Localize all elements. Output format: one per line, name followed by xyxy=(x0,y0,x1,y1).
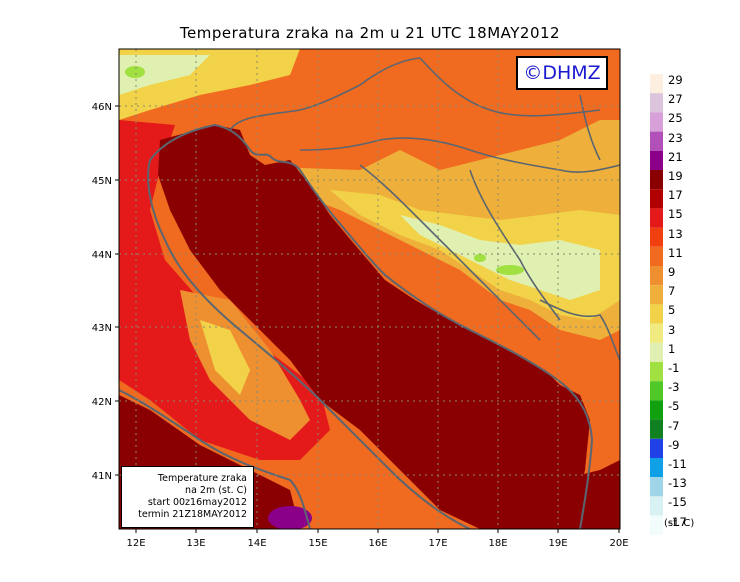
cold-spot xyxy=(474,254,486,262)
colorbar-swatch xyxy=(650,304,663,324)
lat-label: 45N xyxy=(92,176,112,187)
colorbar-swatch xyxy=(650,400,663,420)
colorbar-swatch xyxy=(650,266,663,286)
colorbar-label: -15 xyxy=(668,495,687,510)
colorbar-label: 29 xyxy=(668,73,683,87)
lon-label: 18E xyxy=(488,538,507,549)
colorbar-swatch xyxy=(650,515,663,535)
colorbar-swatch xyxy=(650,458,663,478)
colorbar-label: 11 xyxy=(668,245,683,260)
colorbar-label: -11 xyxy=(668,457,687,471)
lon-label: 14E xyxy=(247,538,266,549)
colorbar-label: 1 xyxy=(668,341,676,356)
colorbar-swatch xyxy=(650,496,663,516)
alpine-cold-zone xyxy=(119,55,210,95)
colorbar-swatch xyxy=(650,189,663,209)
colorbar-label: 5 xyxy=(668,303,676,318)
dhmz-logo: ©DHMZ xyxy=(516,56,608,90)
coastlines xyxy=(119,123,594,529)
colorbar-swatch xyxy=(650,93,663,113)
colorbar-swatch xyxy=(650,170,663,190)
country-borders xyxy=(229,57,620,361)
colorbar-label: 3 xyxy=(668,322,676,337)
lon-label: 12E xyxy=(126,538,145,549)
colorbar-swatch xyxy=(650,477,663,497)
colorbar-swatch xyxy=(650,227,663,247)
colorbar-swatch xyxy=(650,381,663,401)
colorbar-label: -13 xyxy=(668,476,687,491)
colorbar-swatch xyxy=(650,419,663,439)
colorbar-swatch xyxy=(650,438,663,458)
colorbar-label: 7 xyxy=(668,284,676,299)
adriatic-sea-field xyxy=(158,125,590,529)
graticule xyxy=(119,49,620,529)
info-line: termin 21Z18MAY2012 xyxy=(138,509,247,520)
warm-spot xyxy=(268,506,312,529)
lat-label: 43N xyxy=(92,323,112,334)
colorbar-label: -17 xyxy=(668,514,687,529)
map-title: Temperatura zraka na 2m u 21 UTC 18MAY20… xyxy=(179,24,561,42)
lat-label: 46N xyxy=(92,102,112,113)
colorbar-label: -7 xyxy=(668,418,680,433)
colorbar-label: 23 xyxy=(668,130,683,145)
colorbar-label: 15 xyxy=(668,207,683,222)
latitude-labels: 46N 45N 44N 43N 42N 41N xyxy=(92,102,112,482)
colorbar-label: 9 xyxy=(668,265,676,279)
colorbar-label: 27 xyxy=(668,92,683,107)
colorbar-swatch xyxy=(650,362,663,382)
colorbar-label: 17 xyxy=(668,188,683,203)
colorbar-label: 25 xyxy=(668,111,683,126)
colorbar-unit: (st. C) xyxy=(664,518,695,529)
longitude-labels: 12E 13E 14E 15E 16E 17E 18E 19E 20E xyxy=(126,538,628,549)
info-line: start 00z16may2012 xyxy=(147,497,247,508)
lat-label: 42N xyxy=(92,397,112,408)
colorbar-swatch xyxy=(650,150,663,170)
colorbar-label: -1 xyxy=(668,361,680,375)
cold-spot xyxy=(125,66,145,78)
colorbar-label: 21 xyxy=(668,149,683,164)
colorbar-label: 19 xyxy=(668,169,683,183)
colorbar-swatch xyxy=(650,74,663,94)
info-line: na 2m (st. C) xyxy=(185,485,247,496)
temperature-field xyxy=(119,49,620,529)
info-line: Temperature zraka xyxy=(157,473,247,484)
lat-label: 41N xyxy=(92,471,112,482)
italy-highland-zone xyxy=(200,320,250,395)
colorbar-label: -3 xyxy=(668,380,680,395)
colorbar-swatch xyxy=(650,246,663,266)
lon-label: 15E xyxy=(308,538,327,549)
colorbar-label: 13 xyxy=(668,226,683,241)
ionian-sea-field xyxy=(560,460,620,529)
lon-label: 16E xyxy=(368,538,387,549)
cold-spot xyxy=(496,265,524,275)
colorbar-swatch xyxy=(650,285,663,305)
info-box: Temperature zraka na 2m (st. C) start 00… xyxy=(121,466,254,528)
lat-label: 44N xyxy=(92,250,112,261)
mountain-cold-zone xyxy=(400,215,600,300)
colorbar-label: -5 xyxy=(668,399,680,414)
colorbar-swatch xyxy=(650,208,663,228)
lon-label: 20E xyxy=(609,538,628,549)
axis-ticks xyxy=(115,105,620,533)
colorbar-label: -9 xyxy=(668,437,680,452)
lon-label: 13E xyxy=(186,538,205,549)
colorbar-swatch xyxy=(650,131,663,151)
lon-label: 19E xyxy=(548,538,567,549)
lon-label: 17E xyxy=(428,538,447,549)
colorbar-swatch xyxy=(650,112,663,132)
colorbar-swatch xyxy=(650,323,663,343)
map-frame xyxy=(118,48,621,530)
colorbar-swatch xyxy=(650,342,663,362)
colorbar xyxy=(650,74,663,535)
